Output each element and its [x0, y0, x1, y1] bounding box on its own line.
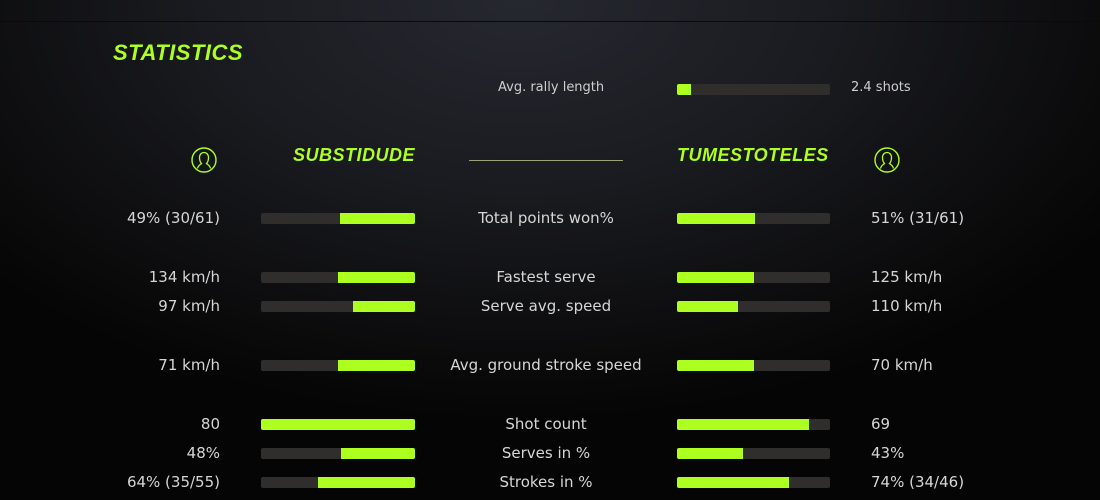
- stat-right-bar: [677, 419, 830, 430]
- stat-right-bar-fill: [677, 360, 754, 371]
- stat-left-value: 64% (35/55): [126, 473, 220, 491]
- user-circle-icon: [874, 147, 900, 173]
- stat-label: Avg. ground stroke speed: [450, 356, 642, 374]
- stat-right-bar-fill: [677, 272, 754, 283]
- stat-left-bar: [261, 301, 415, 312]
- stat-left-bar-fill: [353, 301, 415, 312]
- rally-bar-fill: [677, 84, 691, 95]
- stat-right-value: 51% (31/61): [871, 209, 965, 227]
- stat-right-bar: [677, 360, 830, 371]
- stat-right-bar-fill: [677, 448, 743, 459]
- stat-label: Fastest serve: [496, 268, 596, 286]
- stat-right-value: 74% (34/46): [871, 473, 965, 491]
- stat-right-value: 125 km/h: [871, 268, 943, 286]
- stat-left-bar-fill: [339, 213, 415, 224]
- stat-left-bar: [261, 477, 415, 488]
- rally-label: Avg. rally length: [498, 80, 605, 95]
- stat-label: Total points won%: [478, 209, 614, 227]
- stat-left-bar: [261, 213, 415, 224]
- user-circle-icon: [191, 147, 217, 173]
- stat-label: Serves in %: [501, 444, 591, 462]
- stat-left-value: 48%: [186, 444, 220, 462]
- stat-right-bar: [677, 301, 830, 312]
- stat-right-bar-fill: [677, 301, 739, 312]
- top-divider: [0, 21, 1100, 22]
- stat-right-value: 70 km/h: [871, 356, 933, 374]
- rally-value: 2.4 shots: [851, 80, 911, 95]
- stat-left-bar-fill: [341, 448, 415, 459]
- stat-label: Strokes in %: [499, 473, 593, 491]
- stat-right-value: 110 km/h: [871, 297, 943, 315]
- stat-left-bar: [261, 448, 415, 459]
- stat-label: Serve avg. speed: [480, 297, 612, 315]
- rally-bar: [677, 84, 830, 95]
- left-player-name: SUBSTIDUDE: [292, 145, 415, 165]
- stat-left-value: 134 km/h: [148, 268, 220, 286]
- stat-left-value: 49% (30/61): [126, 209, 220, 227]
- stat-right-bar: [677, 448, 830, 459]
- right-player-name: TUMESTOTELES: [677, 145, 829, 165]
- stat-right-value: 69: [871, 415, 891, 433]
- stat-left-bar: [261, 419, 415, 430]
- stat-right-bar: [677, 213, 830, 224]
- stat-right-bar-fill: [677, 213, 756, 224]
- stat-left-bar-fill: [338, 360, 415, 371]
- stat-label: Shot count: [505, 415, 587, 433]
- stat-left-value: 97 km/h: [158, 297, 220, 315]
- stat-left-bar-fill: [317, 477, 415, 488]
- stat-left-bar: [261, 272, 415, 283]
- stat-right-value: 43%: [871, 444, 905, 462]
- page-title: STATISTICS: [113, 40, 244, 65]
- stat-left-bar-fill: [261, 419, 415, 430]
- stat-left-value: 71 km/h: [158, 356, 220, 374]
- stat-right-bar-fill: [677, 419, 809, 430]
- header-divider: [469, 160, 623, 161]
- stat-left-bar: [261, 360, 415, 371]
- stat-right-bar-fill: [677, 477, 789, 488]
- stat-right-bar: [677, 477, 830, 488]
- stat-left-value: 80: [200, 415, 220, 433]
- stat-right-bar: [677, 272, 830, 283]
- stat-left-bar-fill: [338, 272, 415, 283]
